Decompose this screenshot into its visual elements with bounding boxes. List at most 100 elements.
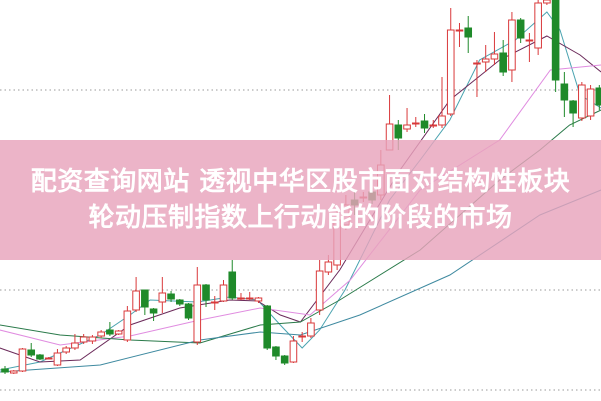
candle-body [228,271,237,299]
candle-up [193,267,202,345]
candle-down [1,366,9,374]
candle-body [18,348,27,372]
candle-body [420,120,429,129]
candle-up [403,108,411,132]
candle-body [141,289,149,308]
candle-up [114,330,123,335]
candle-up [429,120,438,128]
candle-body [158,292,167,303]
candle-body [88,336,97,342]
title-line-2: 轮动压制指数上行动能的阶段的市场 [88,203,513,233]
candle-up [53,349,62,366]
candle-body [455,29,464,32]
candle-up [411,117,420,127]
candle-body [438,115,446,126]
candle-up [578,82,586,121]
moving-average-line [0,64,601,346]
candle-body [508,19,516,71]
candle-body [123,310,132,341]
title-line-1: 配资查询网站 透视中华区股市面对结构性板块 [30,167,571,197]
candle-body [516,19,525,39]
candle-down [560,72,569,117]
candle-down [263,305,271,350]
candle-body [106,329,114,335]
candle-down [551,0,560,92]
candle-body [97,331,105,337]
gridlines [0,89,601,391]
candle-body [193,284,202,343]
candle-down [36,354,44,360]
candle-down [141,289,149,315]
candle-up [289,336,298,363]
candle-body [578,84,586,119]
candle-up [237,293,245,300]
candle-body [36,354,44,360]
candle-down [176,299,184,306]
candle-up [298,332,306,342]
candle-down [569,100,577,127]
candle-down [595,85,601,110]
candle-body [499,52,507,73]
candle-body [534,2,542,49]
moving-average-line [0,35,601,363]
candle-up [315,260,324,315]
candle-down [202,284,210,307]
candle-body [167,293,175,300]
candle-up [534,0,542,55]
title-banner: 配资查询网站 透视中华区股市面对结构性板块 轮动压制指数上行动能的阶段的市场 [0,140,601,260]
candle-body [315,270,324,311]
candle-up [490,32,499,65]
candle-body [595,87,601,106]
candle-body [263,305,271,349]
candle-body [551,0,560,81]
candle-down [516,18,525,43]
candle-up [586,85,595,120]
candle-body [62,347,70,353]
candle-up [307,318,315,338]
candle-body [132,290,140,311]
candle-down [149,308,158,321]
candle-up [210,296,219,310]
candle-down [280,355,289,365]
candle-down [27,343,36,357]
candle-up [9,370,18,374]
candle-down [499,40,507,76]
candle-body [245,297,254,300]
candle-body [237,297,245,300]
candle-body [71,342,79,349]
candle-down [167,291,175,302]
candle-body [403,124,411,130]
candle-body [210,301,219,304]
candle-body [394,124,403,139]
candle-up [525,33,534,62]
candle-up [446,8,455,116]
candle-up [543,0,551,5]
candle-body [114,330,123,335]
candle-body [202,284,210,301]
candle-body [219,284,228,302]
candle-body [429,124,438,127]
candle-down [184,303,193,320]
candle-body [307,322,315,337]
candle-body [27,349,36,356]
candle-body [481,58,490,63]
candle-down [272,346,280,360]
candle-body [272,346,280,357]
candle-body [324,261,333,273]
candle-up [123,306,132,342]
candle-down [228,260,237,300]
candle-body [184,303,193,319]
candle-body [490,53,499,60]
candle-up [473,60,481,97]
candle-up [88,335,97,344]
candle-up [455,23,464,47]
candle-body [543,0,551,4]
candle-body [176,299,184,305]
candle-down [464,16,473,53]
candle-body [473,62,481,65]
candle-body [446,29,455,115]
candle-up [508,12,516,82]
candle-body [525,39,534,42]
candle-up [18,348,27,372]
